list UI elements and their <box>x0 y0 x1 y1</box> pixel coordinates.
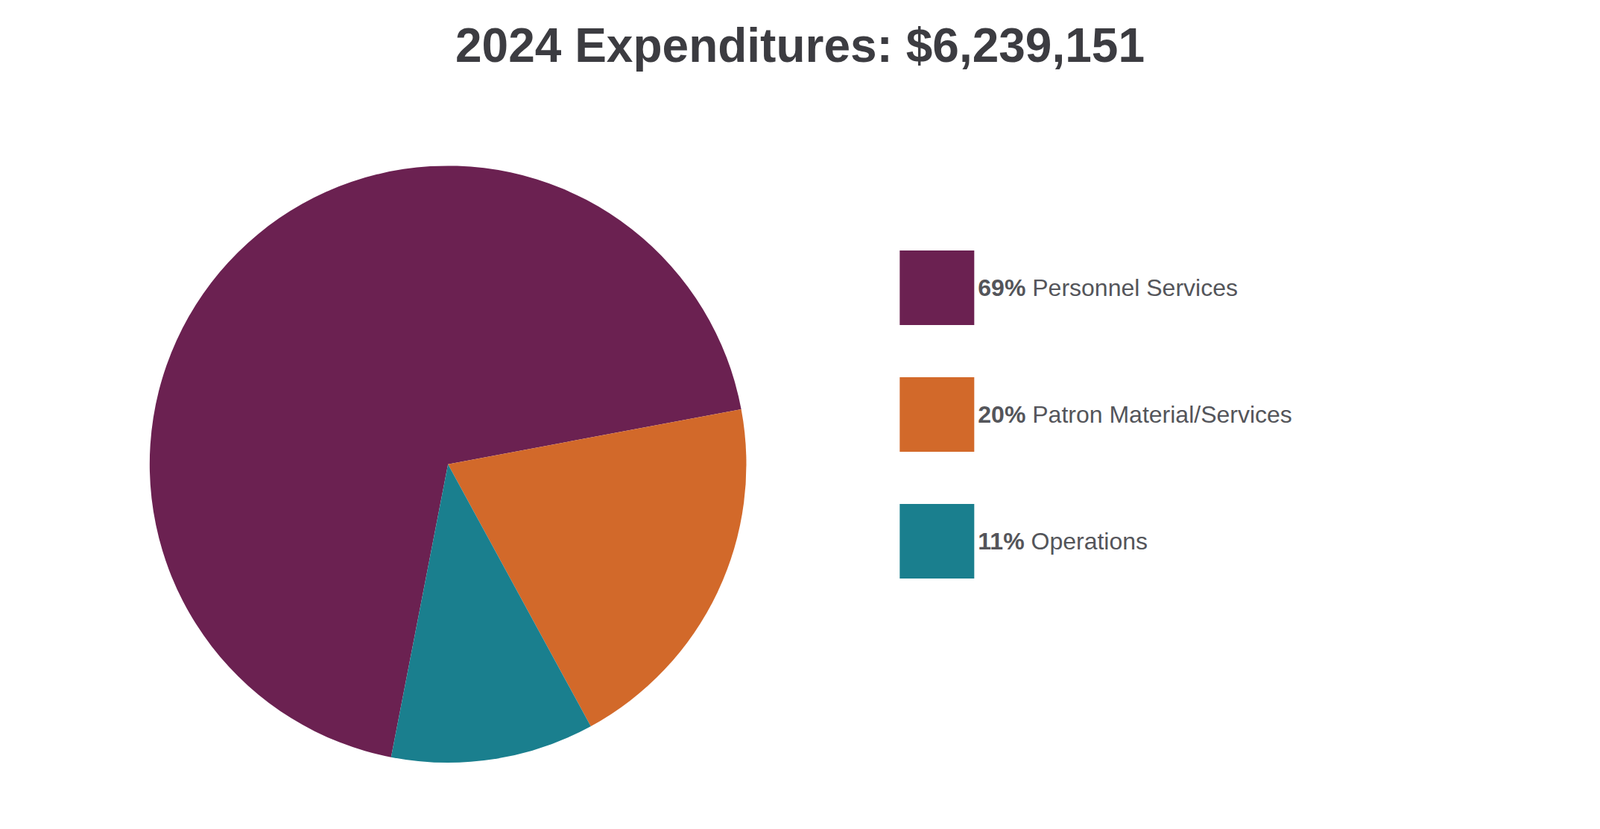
svg-text:Patron Material/Services: Patron Material/Services <box>1032 400 1293 428</box>
svg-text:20%: 20% <box>977 400 1026 428</box>
svg-text:Operations: Operations <box>1030 527 1148 555</box>
svg-text:11%: 11% <box>977 527 1024 555</box>
svg-text:2024 Expenditures: $6,239,151: 2024 Expenditures: $6,239,151 <box>455 18 1145 73</box>
svg-text:69%: 69% <box>977 274 1026 302</box>
svg-text:Personnel Services: Personnel Services <box>1032 274 1238 302</box>
